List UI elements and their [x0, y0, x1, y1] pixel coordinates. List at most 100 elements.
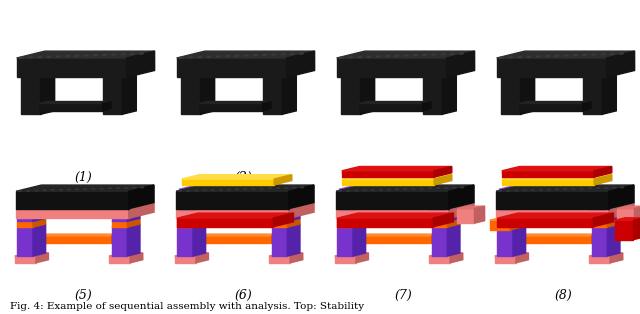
- Polygon shape: [269, 253, 303, 256]
- Polygon shape: [582, 101, 591, 111]
- Polygon shape: [177, 51, 315, 58]
- Polygon shape: [387, 189, 391, 190]
- Polygon shape: [497, 218, 593, 227]
- Polygon shape: [177, 227, 193, 256]
- Polygon shape: [536, 56, 540, 57]
- Polygon shape: [490, 220, 510, 230]
- Polygon shape: [17, 210, 45, 213]
- Polygon shape: [76, 189, 79, 190]
- Polygon shape: [102, 74, 136, 77]
- Polygon shape: [592, 218, 620, 221]
- Polygon shape: [339, 186, 367, 189]
- Polygon shape: [16, 209, 129, 218]
- Polygon shape: [620, 53, 623, 54]
- Polygon shape: [177, 213, 294, 218]
- Polygon shape: [499, 186, 527, 189]
- Polygon shape: [610, 253, 623, 263]
- Polygon shape: [203, 190, 206, 191]
- Polygon shape: [127, 51, 155, 77]
- Polygon shape: [348, 57, 353, 58]
- Polygon shape: [447, 51, 475, 77]
- Polygon shape: [432, 218, 460, 221]
- Polygon shape: [272, 221, 287, 227]
- Polygon shape: [358, 101, 431, 104]
- Polygon shape: [130, 253, 143, 263]
- Polygon shape: [520, 74, 534, 114]
- Polygon shape: [518, 104, 582, 111]
- Polygon shape: [196, 253, 209, 263]
- Polygon shape: [177, 58, 287, 77]
- Polygon shape: [339, 57, 344, 58]
- Polygon shape: [287, 224, 300, 256]
- Polygon shape: [112, 224, 140, 227]
- Polygon shape: [618, 209, 634, 223]
- Polygon shape: [236, 189, 239, 190]
- Polygon shape: [273, 213, 294, 227]
- Polygon shape: [592, 213, 607, 221]
- Polygon shape: [353, 210, 365, 221]
- Polygon shape: [67, 189, 71, 190]
- Polygon shape: [449, 185, 474, 209]
- Polygon shape: [497, 221, 513, 227]
- Polygon shape: [289, 185, 314, 209]
- Polygon shape: [181, 74, 214, 77]
- Polygon shape: [176, 191, 289, 209]
- Polygon shape: [127, 218, 140, 227]
- Polygon shape: [200, 74, 214, 114]
- Polygon shape: [363, 190, 366, 191]
- Polygon shape: [499, 189, 515, 209]
- Polygon shape: [594, 175, 612, 185]
- Polygon shape: [38, 104, 102, 111]
- Polygon shape: [496, 185, 634, 191]
- Text: (6): (6): [234, 289, 252, 302]
- Polygon shape: [272, 224, 300, 227]
- Polygon shape: [193, 218, 205, 227]
- Polygon shape: [497, 51, 635, 58]
- Polygon shape: [112, 54, 116, 55]
- Polygon shape: [17, 213, 33, 221]
- Polygon shape: [496, 203, 634, 209]
- Polygon shape: [601, 54, 605, 55]
- Polygon shape: [127, 224, 140, 256]
- Polygon shape: [582, 77, 602, 114]
- Polygon shape: [513, 224, 525, 256]
- Polygon shape: [193, 210, 205, 221]
- Polygon shape: [497, 58, 607, 77]
- Polygon shape: [272, 213, 287, 221]
- Polygon shape: [65, 56, 70, 57]
- Polygon shape: [432, 54, 436, 55]
- Polygon shape: [336, 209, 449, 218]
- Polygon shape: [177, 224, 205, 227]
- Polygon shape: [496, 191, 609, 209]
- Polygon shape: [428, 188, 431, 189]
- Polygon shape: [35, 190, 38, 191]
- Polygon shape: [227, 189, 231, 190]
- Text: (8): (8): [554, 289, 572, 302]
- Polygon shape: [84, 55, 88, 56]
- Polygon shape: [129, 185, 154, 209]
- Polygon shape: [355, 190, 358, 191]
- Polygon shape: [432, 227, 447, 256]
- Polygon shape: [556, 189, 559, 190]
- Polygon shape: [342, 179, 434, 185]
- Polygon shape: [513, 218, 525, 227]
- Polygon shape: [592, 221, 607, 227]
- Polygon shape: [102, 101, 111, 111]
- Polygon shape: [260, 188, 264, 189]
- Polygon shape: [342, 166, 452, 171]
- Polygon shape: [432, 213, 447, 221]
- Polygon shape: [33, 234, 120, 236]
- Polygon shape: [292, 187, 296, 188]
- Polygon shape: [609, 185, 634, 209]
- Polygon shape: [513, 210, 525, 221]
- Polygon shape: [336, 203, 474, 209]
- Polygon shape: [547, 189, 551, 190]
- Polygon shape: [272, 218, 300, 221]
- Polygon shape: [337, 58, 447, 77]
- Polygon shape: [109, 256, 130, 263]
- Polygon shape: [422, 77, 442, 114]
- Polygon shape: [607, 210, 620, 221]
- Polygon shape: [337, 213, 454, 218]
- Polygon shape: [353, 218, 365, 227]
- Polygon shape: [422, 74, 456, 77]
